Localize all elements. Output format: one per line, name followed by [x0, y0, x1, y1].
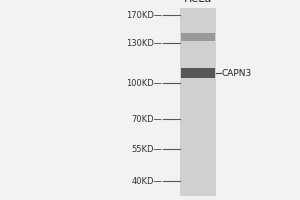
Text: 130KD—: 130KD— [126, 38, 162, 47]
Text: 55KD—: 55KD— [131, 144, 162, 154]
Text: 40KD—: 40KD— [131, 176, 162, 186]
Text: HeLa: HeLa [184, 0, 212, 4]
Bar [181, 68, 215, 78]
Text: CAPN3: CAPN3 [222, 68, 252, 77]
Text: 70KD—: 70KD— [131, 114, 162, 123]
Text: 170KD—: 170KD— [126, 10, 162, 20]
Bar [180, 8, 216, 196]
Bar [181, 33, 215, 41]
Text: 100KD—: 100KD— [126, 78, 162, 88]
